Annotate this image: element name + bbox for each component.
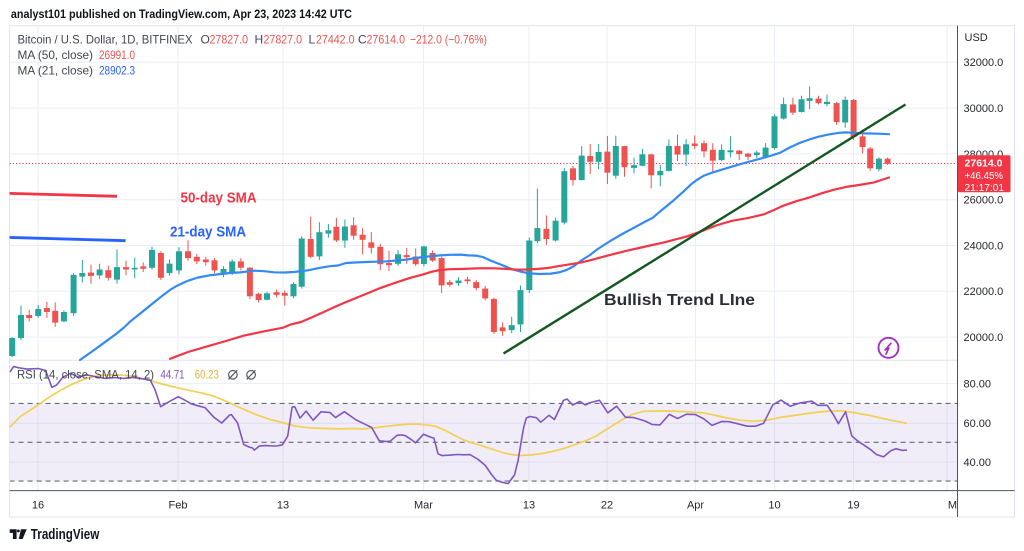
svg-text:−212.0 (−0.76%): −212.0 (−0.76%) <box>410 32 487 46</box>
svg-text:O: O <box>201 32 210 46</box>
svg-text:Apr: Apr <box>687 500 704 512</box>
svg-text:21:17:01: 21:17:01 <box>965 183 1005 194</box>
svg-text:27827.0: 27827.0 <box>264 32 303 46</box>
svg-text:40.00: 40.00 <box>964 457 992 469</box>
svg-text:Feb: Feb <box>169 500 188 512</box>
svg-text:TradingView: TradingView <box>31 526 100 543</box>
svg-text:L: L <box>309 32 316 46</box>
svg-text:USD: USD <box>965 32 988 44</box>
svg-text:32000.0: 32000.0 <box>964 57 1004 69</box>
svg-text:28902.3: 28902.3 <box>99 64 135 78</box>
svg-text:26991.0: 26991.0 <box>99 48 135 62</box>
svg-text:M: M <box>948 500 957 512</box>
svg-text:10: 10 <box>768 500 780 512</box>
svg-text:27614.0: 27614.0 <box>965 157 1003 169</box>
svg-text:+46.45%: +46.45% <box>965 171 1004 182</box>
svg-text:60.00: 60.00 <box>964 418 992 430</box>
svg-text:60.23: 60.23 <box>195 367 219 381</box>
svg-text:Mar: Mar <box>414 500 433 512</box>
svg-text:27614.0: 27614.0 <box>367 32 406 46</box>
svg-text:22: 22 <box>601 500 613 512</box>
svg-text:Bullish Trend LIne: Bullish Trend LIne <box>604 292 755 309</box>
svg-text:RSI (14, close, SMA, 14, 2): RSI (14, close, SMA, 14, 2) <box>17 367 154 381</box>
svg-text:22000.0: 22000.0 <box>964 286 1004 298</box>
svg-text:MA (50, close): MA (50, close) <box>18 48 94 62</box>
svg-text:50-day SMA: 50-day SMA <box>181 190 257 207</box>
svg-text:H: H <box>255 32 264 46</box>
svg-text:C: C <box>358 32 367 46</box>
svg-text:16: 16 <box>32 500 44 512</box>
svg-text:30000.0: 30000.0 <box>964 103 1004 115</box>
svg-text:Bitcoin / U.S. Dollar, 1D, BIT: Bitcoin / U.S. Dollar, 1D, BITFINEX <box>18 32 193 46</box>
svg-text:21-day SMA: 21-day SMA <box>170 224 246 241</box>
svg-text:24000.0: 24000.0 <box>964 240 1004 252</box>
svg-text:analyst101 published on Tradin: analyst101 published on TradingView.com,… <box>11 7 352 21</box>
svg-text:26000.0: 26000.0 <box>964 195 1004 207</box>
svg-text:27442.0: 27442.0 <box>316 32 355 46</box>
svg-text:13: 13 <box>277 500 289 512</box>
svg-text:44.71: 44.71 <box>161 367 185 381</box>
svg-text:20000.0: 20000.0 <box>964 332 1004 344</box>
svg-text:27827.0: 27827.0 <box>210 32 249 46</box>
svg-text:19: 19 <box>847 500 859 512</box>
svg-text:80.00: 80.00 <box>964 379 992 391</box>
svg-text:13: 13 <box>523 500 535 512</box>
svg-text:MA (21, close): MA (21, close) <box>18 64 94 78</box>
